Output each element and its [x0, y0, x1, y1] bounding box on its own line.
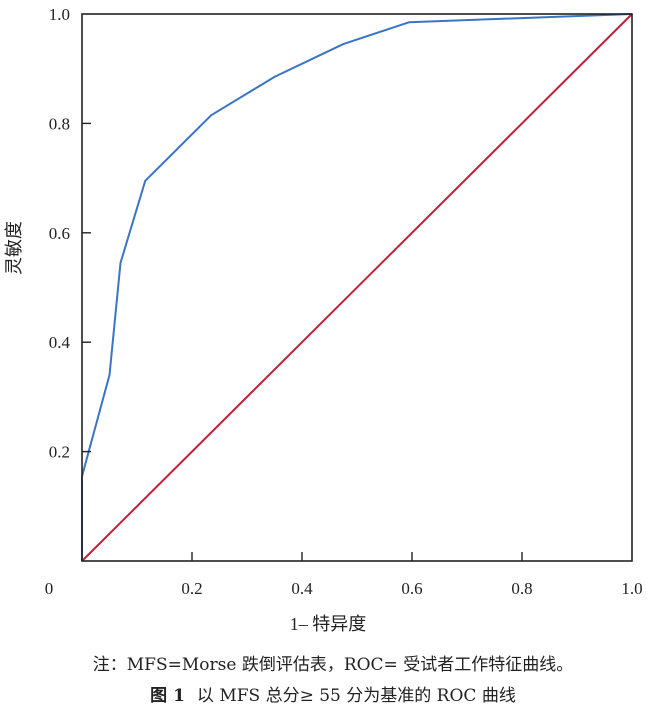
figure-caption-text: 以 MFS 总分≥ 55 分为基准的 ROC 曲线 [196, 686, 516, 706]
x-tick-label: 0.6 [401, 579, 422, 598]
y-tick-label: 0.2 [49, 443, 70, 462]
figure-label: 图 1 [150, 686, 185, 706]
roc-curve-line [81, 13, 633, 561]
y-tick-label: 1.0 [49, 5, 70, 24]
reference-diagonal-line [81, 13, 633, 562]
y-tick-label: 0.4 [49, 333, 71, 352]
x-origin-label: 0 [45, 579, 54, 598]
plot-frame [81, 13, 633, 562]
roc-chart: 0.2 0.4 0.6 0.8 1.00.20.40.60.81.0 0 1– 特异度 … [4, 5, 643, 634]
x-axis-label: 1– 特异度 [290, 614, 367, 634]
figure-caption: 图 1 以 MFS 总分≥ 55 分为基准的 ROC 曲线 [0, 681, 666, 706]
chart-footnote: 注：MFS=Morse 跌倒评估表，ROC= 受试者工作特征曲线。 [0, 650, 666, 675]
footnote-text: 注：MFS=Morse 跌倒评估表，ROC= 受试者工作特征曲线。 [92, 655, 574, 675]
series-layer [81, 13, 633, 562]
x-tick-label: 0.8 [511, 579, 532, 598]
x-tick-label: 0.4 [291, 579, 313, 598]
y-tick-label: 0.6 [49, 224, 70, 243]
y-tick-label: 0.8 [49, 114, 70, 133]
ticks-layer: 0.2 0.4 0.6 0.8 1.0 0.2 0.4 0.6 0.8 1.0 [49, 5, 643, 598]
y-axis-label: 灵敏度 [4, 221, 24, 275]
x-tick-label: 1.0 [621, 579, 642, 598]
x-tick-label: 0.2 [181, 579, 202, 598]
